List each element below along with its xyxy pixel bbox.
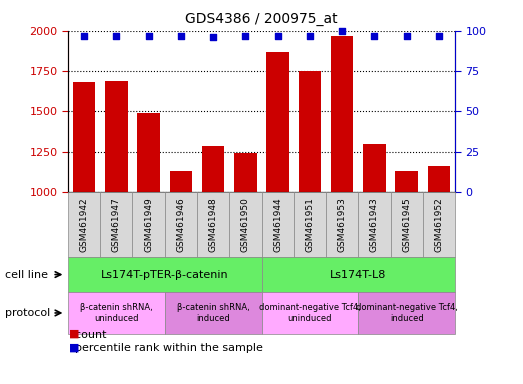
Text: Ls174T-pTER-β-catenin: Ls174T-pTER-β-catenin: [101, 270, 229, 280]
Text: dominant-negative Tcf4,
uninduced: dominant-negative Tcf4, uninduced: [259, 303, 361, 323]
Point: [305, 33, 314, 39]
Point: [241, 33, 249, 39]
Text: protocol: protocol: [5, 308, 51, 318]
Point: [403, 33, 411, 39]
Text: GSM461953: GSM461953: [338, 197, 347, 252]
Point: [209, 34, 218, 40]
Point: [144, 33, 153, 39]
Text: percentile rank within the sample: percentile rank within the sample: [68, 343, 263, 353]
Text: β-catenin shRNA,
induced: β-catenin shRNA, induced: [177, 303, 249, 323]
Text: ■: ■: [69, 343, 79, 353]
Point: [435, 33, 443, 39]
Text: GSM461949: GSM461949: [144, 197, 153, 252]
Point: [370, 33, 379, 39]
Bar: [202, 146, 224, 192]
Bar: [331, 36, 354, 192]
Text: Ls174T-L8: Ls174T-L8: [330, 270, 386, 280]
Bar: [105, 81, 128, 192]
Bar: [299, 71, 321, 192]
Bar: [363, 144, 385, 192]
Bar: [234, 153, 257, 192]
Bar: [266, 53, 289, 192]
Text: ■: ■: [69, 329, 79, 339]
Text: GSM461944: GSM461944: [273, 197, 282, 252]
Bar: [169, 171, 192, 192]
Text: GSM461947: GSM461947: [112, 197, 121, 252]
Text: GSM461948: GSM461948: [209, 197, 218, 252]
Text: GSM461951: GSM461951: [305, 197, 314, 252]
Text: cell line: cell line: [5, 270, 48, 280]
Bar: [73, 81, 95, 192]
Text: GSM461943: GSM461943: [370, 197, 379, 252]
Text: GSM461946: GSM461946: [176, 197, 185, 252]
Point: [338, 28, 346, 34]
Point: [112, 33, 120, 39]
Text: GSM461952: GSM461952: [435, 197, 444, 252]
Point: [177, 33, 185, 39]
Bar: [428, 166, 450, 192]
Text: GSM461942: GSM461942: [79, 197, 88, 252]
Text: GSM461945: GSM461945: [402, 197, 411, 252]
Text: GDS4386 / 200975_at: GDS4386 / 200975_at: [185, 12, 338, 25]
Point: [274, 33, 282, 39]
Text: β-catenin shRNA,
uninduced: β-catenin shRNA, uninduced: [80, 303, 153, 323]
Text: dominant-negative Tcf4,
induced: dominant-negative Tcf4, induced: [356, 303, 458, 323]
Text: count: count: [68, 330, 107, 340]
Point: [80, 33, 88, 39]
Text: GSM461950: GSM461950: [241, 197, 250, 252]
Bar: [395, 171, 418, 192]
Bar: [138, 113, 160, 192]
